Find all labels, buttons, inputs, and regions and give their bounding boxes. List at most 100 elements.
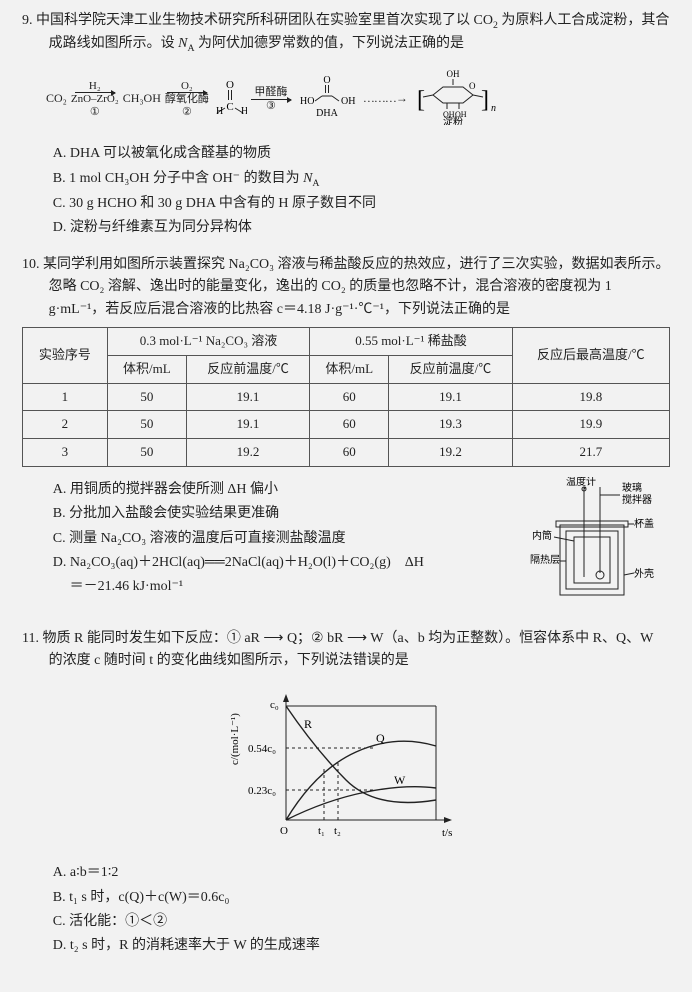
th-v1: 体积/mL [107,355,186,383]
cell-n: 2 [23,411,108,439]
graph-t1: t₁ [318,825,325,837]
arrow3-top: 甲醛酶 [254,86,287,98]
graph-xlabel: t/s [442,827,452,839]
cell-t1: 19.1 [186,411,309,439]
cell-t2: 19.1 [389,383,512,411]
q9-number: 9. [22,13,33,28]
arrow1-line [75,92,115,93]
cell-t2: 19.2 [389,439,512,467]
q9-opt-b-a: B. 1 mol CH₃OH 分子中含 OH⁻ 的数目为 [53,171,303,186]
cell-v1: 50 [107,383,186,411]
q9-opt-d: D. 淀粉与纤维素互为同分异构体 [53,217,670,239]
q10-apparatus: 温度计 玻璃 搅拌器 内筒 杯盖 隔热层 外壳 [530,477,670,614]
table-row-header1: 实验序号 0.3 mol·L⁻¹ Na₂CO₃ 溶液 0.55 mol·L⁻¹ … [23,327,670,355]
scheme-co2: CO₂ [46,89,67,108]
scheme-arrow-1: H₂ ZnO–ZrO₂ ① [71,80,119,117]
table-row: 3 50 19.2 60 19.2 21.7 [23,439,670,467]
q9-opt-b: B. 1 mol CH₃OH 分子中含 OH⁻ 的数目为 NA [53,168,670,191]
cell-v1: 50 [107,411,186,439]
lbl-lid: 杯盖 [634,517,654,530]
q10-stem: 10. 某同学利用如图所示装置探究 Na₂CO₃ 溶液与稀盐酸反应的热效应，进行… [22,254,670,321]
scheme-arrow-3: 甲醛酶 ③ [251,86,291,111]
question-9: 9. 中国科学院天津工业生物技术研究所科研团队在实验室里首次实现了以 CO2 为… [22,10,670,240]
q11-graph: c/(mol·L⁻¹) t/s O c₀ 0.54c₀ 0.23c₀ t₁ t₂… [22,680,670,850]
q9-opt-c: C. 30 g HCHO 和 30 g DHA 中含有的 H 原子数目不同 [53,193,670,215]
svg-text:搅拌器: 搅拌器 [622,493,652,506]
cell-v1: 50 [107,439,186,467]
concentration-graph-icon: c/(mol·L⁻¹) t/s O c₀ 0.54c₀ 0.23c₀ t₁ t₂… [226,680,466,850]
lbl-therm: 温度计 [566,477,596,488]
arrow2-num: ② [182,106,192,118]
scheme-ch3oh: CH₃OH [123,89,161,108]
dha-label: DHA [316,108,338,118]
cell-v2: 60 [310,411,389,439]
q10-opt-b: B. 分批加入盐酸会使实验结果更准确 [53,503,522,525]
scheme-glucose: [ ] n OH O OH OH 淀粉 [411,67,497,131]
svg-text:[: [ [417,87,425,113]
q9-options: A. DHA 可以被氧化成含醛基的物质 B. 1 mol CH₃OH 分子中含 … [22,143,670,240]
graph-c0: c₀ [270,699,279,711]
cell-t1: 19.2 [186,439,309,467]
lbl-insul: 隔热层 [530,553,560,566]
graph-t2: t₂ [334,825,341,837]
q10-table: 实验序号 0.3 mol·L⁻¹ Na₂CO₃ 溶液 0.55 mol·L⁻¹ … [22,327,670,467]
svg-text:n: n [491,103,496,114]
cell-n: 1 [23,383,108,411]
q11-stem-text: 物质 R 能同时发生如下反应：① aR ⟶ Q；② bR ⟶ W（a、b 均为正… [42,631,653,668]
cell-tm: 19.8 [512,383,669,411]
hcho-icon: O C H H [213,78,247,114]
arrow2-top: O₂ [181,80,193,92]
svg-text:淀粉: 淀粉 [443,115,463,125]
graph-y1: 0.54c₀ [248,743,276,755]
svg-text:C: C [226,101,233,113]
q10-opt-c: C. 测量 Na₂CO₃ 溶液的温度后可直接测盐酸温度 [53,528,522,550]
cell-tm: 21.7 [512,439,669,467]
question-10: 10. 某同学利用如图所示装置探究 Na₂CO₃ 溶液与稀盐酸反应的热效应，进行… [22,254,670,614]
svg-text:O: O [469,81,476,91]
glucose-icon: [ ] n OH O OH OH 淀粉 [411,67,497,125]
q11-stem: 11. 物质 R 能同时发生如下反应：① aR ⟶ Q；② bR ⟶ W（a、b… [22,628,670,673]
cell-n: 3 [23,439,108,467]
svg-text:HO: HO [300,96,314,107]
graph-origin: O [280,825,288,837]
q9-na-sub: A [187,43,194,54]
arrow1-num: ① [90,106,100,118]
th-v2: 体积/mL [310,355,389,383]
svg-text:H: H [241,106,247,114]
arrow3-num: ③ [266,100,276,112]
svg-text:OH: OH [341,96,355,107]
svg-text:OH: OH [446,69,459,79]
calorimeter-icon: 温度计 玻璃 搅拌器 内筒 杯盖 隔热层 外壳 [530,477,670,607]
q11-number: 11. [22,631,39,646]
cell-v2: 60 [310,439,389,467]
cell-v2: 60 [310,383,389,411]
q9-stem-text-c: 为阿伏加德罗常数的值，下列说法正确的是 [195,36,465,51]
curve-r: R [304,717,312,731]
th-na: 0.3 mol·L⁻¹ Na₂CO₃ 溶液 [107,327,309,355]
arrow1-top: H₂ [89,80,101,92]
q10-options: A. 用铜质的搅拌器会使所测 ΔH 偏小 B. 分批加入盐酸会使实验结果更准确 … [22,477,522,601]
svg-text:H: H [216,106,223,114]
graph-y2: 0.23c₀ [248,785,276,797]
svg-text:O: O [323,75,330,86]
q9-stem-text-a: 中国科学院天津工业生物技术研究所科研团队在实验室里首次实现了以 CO [36,13,493,28]
q10-stem-text: 某同学利用如图所示装置探究 Na₂CO₃ 溶液与稀盐酸反应的热效应，进行了三次实… [43,257,670,317]
question-11: 11. 物质 R 能同时发生如下反应：① aR ⟶ Q；② bR ⟶ W（a、b… [22,628,670,958]
scheme-arrow-2: O₂ 醇氧化酶 ② [165,80,209,117]
q10-opt-d2: ＝－21.46 kJ·mol⁻¹ [53,576,522,598]
arrow3-line [251,99,291,100]
q10-opts-row: A. 用铜质的搅拌器会使所测 ΔH 偏小 B. 分批加入盐酸会使实验结果更准确 … [22,477,670,614]
cell-t1: 19.1 [186,383,309,411]
curve-q: Q [376,731,385,745]
q9-opt-b-sub: A [312,177,319,188]
dha-icon: O HO OH DHA [295,74,359,118]
cell-t2: 19.3 [389,411,512,439]
curve-w: W [394,773,406,787]
q11-opt-d: D. t₂ s 时，R 的消耗速率大于 W 的生成速率 [53,935,670,957]
cell-tm: 19.9 [512,411,669,439]
graph-ylabel: c/(mol·L⁻¹) [229,713,241,765]
arrow2-line [167,92,207,93]
lbl-outer: 外壳 [634,567,654,580]
q9-stem: 9. 中国科学院天津工业生物技术研究所科研团队在实验室里首次实现了以 CO2 为… [22,10,670,57]
q11-opt-c: C. 活化能：①＜② [53,911,670,933]
